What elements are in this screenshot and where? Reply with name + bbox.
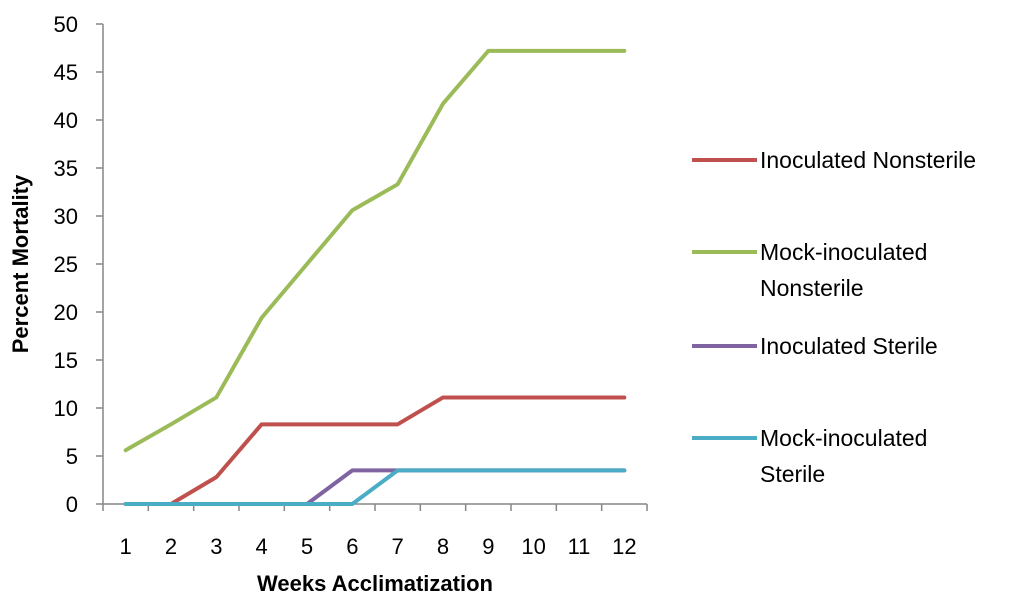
series-line-1 [123,48,627,453]
x-tick-label: 2 [165,534,177,559]
y-tick-label: 45 [54,60,78,85]
legend-label: Inoculated Nonsterile [760,147,976,173]
y-tick-label: 0 [66,492,78,517]
y-axis-title: Percent Mortality [8,174,33,353]
x-tick-label: 9 [482,534,494,559]
legend-label: Sterile [760,461,825,487]
legend-label: Mock-inoculated [760,239,927,265]
y-tick-label: 35 [54,156,78,181]
y-tick-label: 10 [54,396,78,421]
x-tick-label: 12 [612,534,636,559]
legend-label: Nonsterile [760,275,864,301]
x-tick-label: 1 [120,534,132,559]
axes [102,24,647,505]
x-tick-label: 5 [301,534,313,559]
y-tick-label: 20 [54,300,78,325]
x-tick-label: 11 [568,534,591,559]
x-tick-label: 10 [521,534,545,559]
x-tick-label: 7 [392,534,404,559]
x-tick-label: 6 [346,534,358,559]
y-tick-label: 25 [54,252,78,277]
legend: Inoculated Nonsterile Mock-inoculated Nons… [692,147,976,487]
x-ticks: 1 2 3 4 5 6 7 8 9 10 11 12 [102,504,648,559]
y-tick-label: 50 [54,12,78,37]
x-axis-title: Weeks Acclimatization [257,571,493,596]
y-tick-label: 30 [54,204,78,229]
y-tick-label: 40 [54,108,78,133]
x-tick-label: 4 [256,534,268,559]
x-tick-label: 8 [437,534,449,559]
x-tick-label: 3 [210,534,222,559]
series-line-3 [123,468,627,506]
series-lines [123,48,627,506]
legend-label: Mock-inoculated [760,425,927,451]
series-line-0 [123,395,627,506]
y-tick-label: 15 [54,348,78,373]
y-ticks: 0 5 10 15 20 25 30 35 40 45 50 [54,12,103,517]
legend-label: Inoculated Sterile [760,333,938,359]
y-tick-label: 5 [66,444,78,469]
